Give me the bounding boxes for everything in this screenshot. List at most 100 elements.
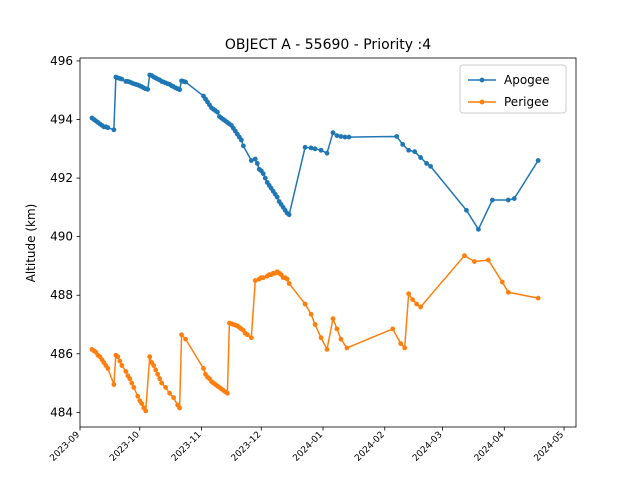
- perigee-point: [157, 376, 163, 382]
- apogee-point: [183, 79, 188, 85]
- x-tick-label: 2024-02: [353, 430, 387, 464]
- perigee-point: [324, 346, 330, 352]
- apogee-point: [111, 127, 117, 133]
- perigee-point: [248, 335, 254, 341]
- apogee-point: [238, 137, 244, 143]
- apogee-point: [254, 161, 260, 166]
- apogee-point: [424, 161, 429, 166]
- perigee-point: [123, 368, 129, 374]
- perigee-point: [244, 332, 250, 338]
- apogee-point: [342, 134, 348, 140]
- apogee-point: [105, 125, 111, 131]
- perigee-point: [398, 341, 404, 346]
- apogee-point: [505, 197, 511, 203]
- apogee-point: [334, 133, 340, 139]
- apogee-point: [489, 197, 495, 203]
- perigee-point: [410, 297, 416, 303]
- perigee-point: [183, 336, 188, 342]
- legend-perigee-label: Perigee: [504, 95, 549, 109]
- y-axis-label: Altitude (km): [24, 204, 38, 283]
- perigee-point: [167, 390, 173, 396]
- y-tick-label: 496: [50, 54, 73, 68]
- apogee-point: [428, 163, 433, 169]
- apogee-point: [318, 147, 324, 153]
- perigee-point: [505, 289, 511, 295]
- perigee-point: [129, 380, 135, 386]
- perigee-point: [418, 304, 424, 310]
- x-tick-label: 2023-11: [170, 430, 204, 464]
- perigee-point: [414, 301, 420, 307]
- perigee-point: [171, 395, 177, 401]
- perigee-point: [402, 345, 408, 351]
- y-tick-label: 488: [50, 288, 73, 302]
- apogee-point: [464, 207, 469, 213]
- perigee-point: [312, 322, 318, 327]
- apogee-point: [302, 144, 308, 150]
- x-tick-label: 2024-01: [291, 430, 325, 464]
- apogee-point: [475, 226, 481, 232]
- perigee-point: [159, 380, 165, 386]
- apogee-point: [511, 196, 517, 201]
- perigee-point: [153, 367, 159, 373]
- legend-apogee-label: Apogee: [504, 73, 550, 87]
- perigee-point: [225, 390, 230, 396]
- perigee-point: [135, 393, 141, 399]
- axes: 484 486 488 490 492 494 496 2023-09 2023-10 2023-…: [48, 54, 577, 464]
- legend-frame: [459, 64, 567, 114]
- perigee-point: [406, 291, 412, 297]
- apogee-point: [338, 134, 344, 139]
- apogee-point: [400, 141, 406, 147]
- apogee-point: [308, 145, 314, 151]
- perigee-series: [89, 253, 541, 414]
- legend: Apogee Perigee: [459, 64, 567, 114]
- apogee-point: [240, 143, 246, 149]
- legend-apogee-marker: [479, 77, 485, 83]
- x-tick-label: 2023-10: [108, 430, 142, 464]
- perigee-point: [252, 278, 258, 283]
- apogee-point: [260, 171, 266, 177]
- y-tick-label: 494: [50, 113, 73, 127]
- perigee-point: [201, 366, 206, 371]
- x-tick-label: 2024-04: [473, 430, 507, 464]
- perigee-point: [179, 332, 184, 338]
- x-tick-label: 2024-03: [411, 430, 445, 464]
- x-tick-label: 2023-12: [230, 430, 264, 464]
- perigee-point: [462, 253, 467, 259]
- perigee-point: [260, 275, 266, 281]
- apogee-point: [394, 134, 400, 139]
- apogee-point: [312, 146, 318, 152]
- perigee-point: [535, 295, 541, 301]
- perigee-point: [499, 279, 505, 285]
- perigee-point: [177, 405, 183, 411]
- apogee-point: [346, 134, 352, 140]
- perigee-point: [139, 401, 145, 406]
- apogee-point: [274, 194, 280, 200]
- apogee-point: [330, 130, 336, 136]
- apogee-point: [119, 76, 125, 82]
- perigee-point: [286, 281, 292, 286]
- apogee-point: [406, 147, 412, 153]
- plot-area: [89, 72, 541, 414]
- apogee-point: [248, 158, 254, 163]
- perigee-point: [334, 326, 340, 332]
- x-tick-label: 2023-09: [48, 430, 82, 464]
- perigee-point: [155, 371, 161, 377]
- y-tick-label: 490: [50, 230, 73, 244]
- perigee-point: [151, 363, 157, 368]
- perigee-point: [105, 366, 111, 371]
- apogee-point: [145, 86, 151, 92]
- y-tick-label: 484: [50, 405, 73, 419]
- legend-perigee-marker: [479, 99, 485, 105]
- y-tick-label: 486: [50, 347, 73, 361]
- perigee-point: [338, 336, 344, 342]
- perigee-point: [318, 335, 324, 341]
- perigee-point: [119, 363, 125, 368]
- perigee-point: [163, 385, 169, 390]
- apogee-point: [177, 87, 183, 93]
- perigee-point: [117, 358, 123, 364]
- apogee-point: [324, 150, 330, 156]
- perigee-line: [91, 254, 539, 414]
- perigee-point: [131, 385, 137, 390]
- apogee-point: [262, 175, 268, 181]
